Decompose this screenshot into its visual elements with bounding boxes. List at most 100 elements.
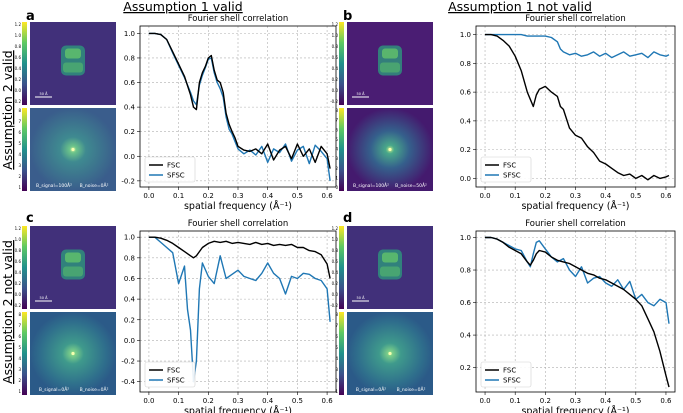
power-spectrum-colorbar-tick: 1 — [18, 185, 21, 190]
map-colorbar-tick: 1.2 — [332, 226, 339, 231]
y-tick-label: 0.2 — [460, 146, 471, 154]
y-tick-label: 0.0 — [460, 175, 471, 183]
map-colorbar-tick: 0.8 — [332, 248, 339, 253]
plot-title: Fourier shell correlation — [188, 14, 289, 24]
bfactor-signal-label: B_signal=0Å² — [356, 386, 386, 393]
map-colorbar-tick: -0.2 — [13, 99, 21, 104]
map-colorbar — [339, 22, 344, 105]
particle-density-core — [380, 266, 400, 277]
plot-frame — [139, 230, 337, 393]
bfactor-noise-label: B_noise=0Å² — [80, 182, 109, 189]
power-spectrum-colorbar-tick: 5 — [18, 141, 21, 146]
power-spectrum-colorbar-tick: 4 — [335, 356, 338, 361]
power-spectrum-colorbar-tick: 7 — [335, 118, 338, 123]
x-axis-label: spatial frequency (Å⁻¹) — [184, 200, 292, 212]
power-spectrum-colorbar-tick: 2 — [18, 378, 21, 383]
thumbnails-b: 1.2 1.0 0.8 0.6 0.4 0.2 0.0 -0.2 50 Å 8 7 6 5 4 3 2 1 0 B_… — [330, 22, 433, 191]
x-tick-label: 0.4 — [600, 192, 612, 200]
power-spectrum-colorbar-tick: 8 — [18, 108, 21, 113]
x-tick-label: 0.1 — [173, 397, 184, 405]
panel-letter-d: d — [343, 211, 352, 226]
power-spectrum-colorbar-tick: 3 — [335, 367, 338, 372]
y-tick-label: -0.4 — [121, 378, 135, 386]
power-spectrum-colorbar-tick: 3 — [18, 367, 21, 372]
map-colorbar-tick: 0.6 — [15, 259, 22, 264]
x-tick-label: 0.4 — [262, 192, 274, 200]
plot-title: Fourier shell correlation — [525, 219, 626, 229]
power-spectrum-colorbar-tick: 2 — [18, 174, 21, 179]
plot-title: Fourier shell correlation — [525, 14, 626, 24]
power-spectrum-colorbar-tick: 8 — [335, 108, 338, 113]
thumbnails-a: 1.2 1.0 0.8 0.6 0.4 0.2 0.0 -0.2 50 Å 8 7 6 5 4 3 2 1 B_s… — [13, 22, 116, 191]
power-spectrum-colorbar — [339, 108, 344, 191]
power-spectrum-colorbar-tick: 5 — [335, 137, 338, 142]
map-colorbar-tick: 0.6 — [332, 55, 339, 60]
chart-panel-b: Fourier shell correlation 0.0 0.1 0.2 0.3 0.4… — [460, 14, 676, 212]
x-tick-label: 0.6 — [322, 397, 334, 405]
x-tick-label: 0.0 — [143, 192, 154, 200]
panel-letter-a: a — [26, 9, 35, 24]
bfactor-noise-label: B_noise=0Å² — [397, 386, 426, 393]
x-tick-label: 0.3 — [232, 192, 243, 200]
power-spectrum-colorbar-tick: 7 — [18, 119, 21, 124]
map-colorbar-tick: 0.2 — [332, 77, 339, 82]
series-line-fsc — [148, 32, 331, 169]
map-colorbar-tick: 0.2 — [15, 77, 22, 82]
panel-letter-c: c — [26, 211, 34, 226]
y-tick-label: 0.4 — [124, 296, 136, 304]
legend-label-sfsc: SFSC — [167, 172, 185, 180]
y-tick-label: 0.8 — [460, 60, 471, 68]
legend-label-fsc: FSC — [167, 367, 180, 375]
y-tick-label: -0.2 — [121, 358, 135, 366]
legend-label-sfsc: SFSC — [503, 172, 521, 180]
power-spectrum-colorbar-tick: 6 — [18, 130, 21, 135]
map-colorbar-tick: -0.2 — [13, 303, 21, 308]
y-tick-label: -0.2 — [121, 177, 135, 185]
power-spectrum-colorbar-tick: 6 — [335, 127, 338, 132]
power-spectrum-colorbar-tick: 4 — [18, 356, 21, 361]
power-spectrum-colorbar-tick: 1 — [335, 389, 338, 394]
y-tick-label: 0.4 — [460, 332, 472, 340]
chart-panel-a: Fourier shell correlation 0.0 0.1 0.2 0.3 0.4… — [121, 14, 337, 212]
map-colorbar-tick: 1.0 — [15, 33, 22, 38]
x-axis-label: spatial frequency (Å⁻¹) — [521, 200, 629, 212]
power-spectrum-colorbar-tick: 2 — [335, 166, 338, 171]
map-colorbar-tick: 1.2 — [15, 22, 22, 27]
plot-frame — [139, 25, 337, 188]
power-spectrum-colorbar-tick: 8 — [18, 312, 21, 317]
map-colorbar-tick: 0.0 — [332, 88, 339, 93]
x-tick-label: 0.5 — [292, 192, 303, 200]
x-tick-label: 0.0 — [143, 397, 154, 405]
legend-label-sfsc: SFSC — [167, 377, 185, 385]
scale-bar-label: 50 Å — [357, 91, 366, 96]
x-tick-label: 0.2 — [203, 192, 214, 200]
y-tick-label: 0.2 — [124, 316, 135, 324]
series-line-sfsc — [148, 236, 331, 383]
x-tick-label: 0.0 — [479, 397, 490, 405]
map-colorbar-tick: 1.2 — [15, 226, 22, 231]
y-tick-label: 0.6 — [124, 275, 136, 283]
power-spectrum-colorbar-tick: 2 — [335, 378, 338, 383]
x-axis-label: spatial frequency (Å⁻¹) — [184, 405, 292, 413]
map-colorbar-tick: 1.0 — [332, 237, 339, 242]
column-header-left: Assumption 1 valid — [123, 0, 242, 14]
y-tick-label: 0.4 — [460, 117, 472, 125]
x-tick-label: 0.6 — [660, 192, 672, 200]
thumbnails-c: 1.2 1.0 0.8 0.6 0.4 0.2 0.0 -0.2 50 Å 8 7 6 5 4 3 2 1 B_s… — [13, 226, 116, 395]
series-line-sfsc — [485, 33, 670, 59]
plot-frame — [475, 25, 676, 188]
map-colorbar-tick: -0.2 — [330, 303, 338, 308]
map-colorbar-tick: 0.6 — [332, 259, 339, 264]
y-tick-label: 0.0 — [124, 153, 135, 161]
scale-bar-label: 50 Å — [357, 295, 366, 300]
bfactor-signal-label: B_signal=100Å² — [36, 182, 72, 189]
bfactor-noise-label: B_noise=50Å² — [395, 182, 427, 189]
y-tick-label: 1.0 — [124, 30, 135, 38]
series-line-fsc — [148, 236, 331, 279]
map-colorbar-tick: 0.0 — [15, 88, 22, 93]
x-tick-label: 0.5 — [292, 397, 303, 405]
x-tick-label: 0.3 — [570, 397, 581, 405]
panel-letter-b: b — [343, 9, 352, 24]
series-line-fsc — [485, 236, 670, 388]
map-colorbar-tick: 0.8 — [15, 44, 22, 49]
